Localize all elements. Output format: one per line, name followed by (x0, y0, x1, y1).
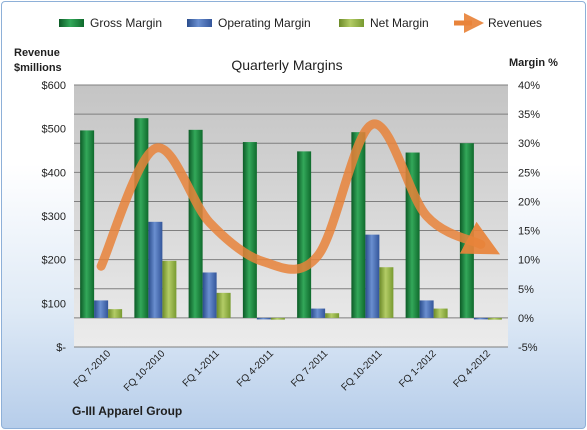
gross-margin-bar (80, 130, 95, 318)
legend-item-net-margin: Net Margin (339, 16, 429, 30)
gross-margin-bar (297, 151, 312, 318)
legend-label-gross-margin: Gross Margin (90, 16, 162, 30)
operating-margin-bar (419, 300, 434, 318)
operating-margin-bar (202, 272, 217, 318)
right-tick-label: 20% (518, 196, 540, 208)
legend-item-revenues: Revenues (454, 13, 542, 33)
category-label: FQ 7-2011 (289, 348, 330, 389)
legend-label-revenues: Revenues (488, 16, 542, 30)
operating-margin-bar (94, 300, 109, 318)
legend-label-net-margin: Net Margin (370, 16, 429, 30)
legend-swatch-net-margin (339, 19, 364, 27)
right-tick-label: 5% (518, 284, 534, 296)
gross-margin-bar (459, 143, 474, 318)
left-tick-label: $400 (42, 167, 66, 179)
net-margin-bar (162, 260, 177, 318)
category-label: FQ 4-2011 (235, 348, 276, 389)
left-tick-label: $- (56, 342, 66, 354)
right-tick-label: 35% (518, 109, 540, 121)
category-label: FQ 10-2011 (340, 348, 385, 393)
left-tick-label: $500 (42, 124, 66, 136)
company-name: G-III Apparel Group (72, 404, 182, 418)
net-margin-bar (216, 292, 231, 318)
operating-margin-bar (311, 308, 326, 318)
left-axis-title-line2: $millions (14, 62, 62, 74)
legend-item-gross-margin: Gross Margin (59, 16, 162, 30)
right-tick-label: 15% (518, 226, 540, 238)
right-tick-label: -5% (518, 342, 538, 354)
legend-label-operating-margin: Operating Margin (218, 16, 311, 30)
legend: Gross Margin Operating Margin Net Margin… (59, 13, 542, 33)
category-label: FQ 1-2012 (397, 348, 439, 390)
right-tick-label: 10% (518, 255, 540, 267)
operating-margin-bar (148, 221, 163, 318)
category-label: FQ 7-2010 (72, 348, 114, 390)
gross-margin-bar (134, 118, 149, 318)
gross-margin-bar (242, 142, 257, 318)
net-margin-bar (108, 309, 123, 318)
revenue-line (96, 119, 501, 274)
revenues-line (96, 119, 501, 274)
left-tick-label: $100 (42, 298, 66, 310)
right-axis-title: Margin % (509, 57, 558, 69)
left-axis-title-line1: Revenue (14, 47, 60, 59)
net-margin-bar (379, 267, 394, 318)
gross-margin-bar (188, 129, 203, 318)
chart-title: Quarterly Margins (231, 57, 342, 73)
right-tick-label: 30% (518, 138, 540, 150)
right-tick-label: 40% (518, 80, 540, 92)
operating-margin-bar (473, 317, 488, 320)
net-margin-bar (487, 317, 502, 320)
left-tick-label: $200 (42, 255, 66, 267)
net-margin-bar (325, 313, 340, 318)
gross-margin-bar (351, 132, 366, 318)
legend-swatch-operating-margin (187, 19, 212, 27)
legend-item-operating-margin: Operating Margin (187, 16, 311, 30)
category-label: FQ 4-2012 (451, 348, 493, 390)
category-label: FQ 10-2010 (122, 348, 168, 394)
right-tick-label: 0% (518, 313, 534, 325)
net-margin-bar (433, 308, 448, 318)
right-axis-ticks: 40% 35% 30% 25% 20% 15% 10% 5% 0% -5% (518, 80, 540, 354)
category-label: FQ 1-2011 (181, 348, 222, 389)
operating-margin-bar (256, 317, 271, 320)
left-tick-label: $600 (42, 80, 66, 92)
category-labels: FQ 7-2010 FQ 10-2010 FQ 1-2011 FQ 4-2011 FQ … (72, 348, 494, 394)
operating-margin-bar (365, 234, 380, 318)
right-tick-label: 25% (518, 167, 540, 179)
left-tick-label: $300 (42, 211, 66, 223)
left-axis-ticks: $600 $500 $400 $300 $200 $100 $- (42, 80, 67, 354)
legend-swatch-gross-margin (59, 19, 84, 27)
net-margin-bar (270, 317, 285, 320)
